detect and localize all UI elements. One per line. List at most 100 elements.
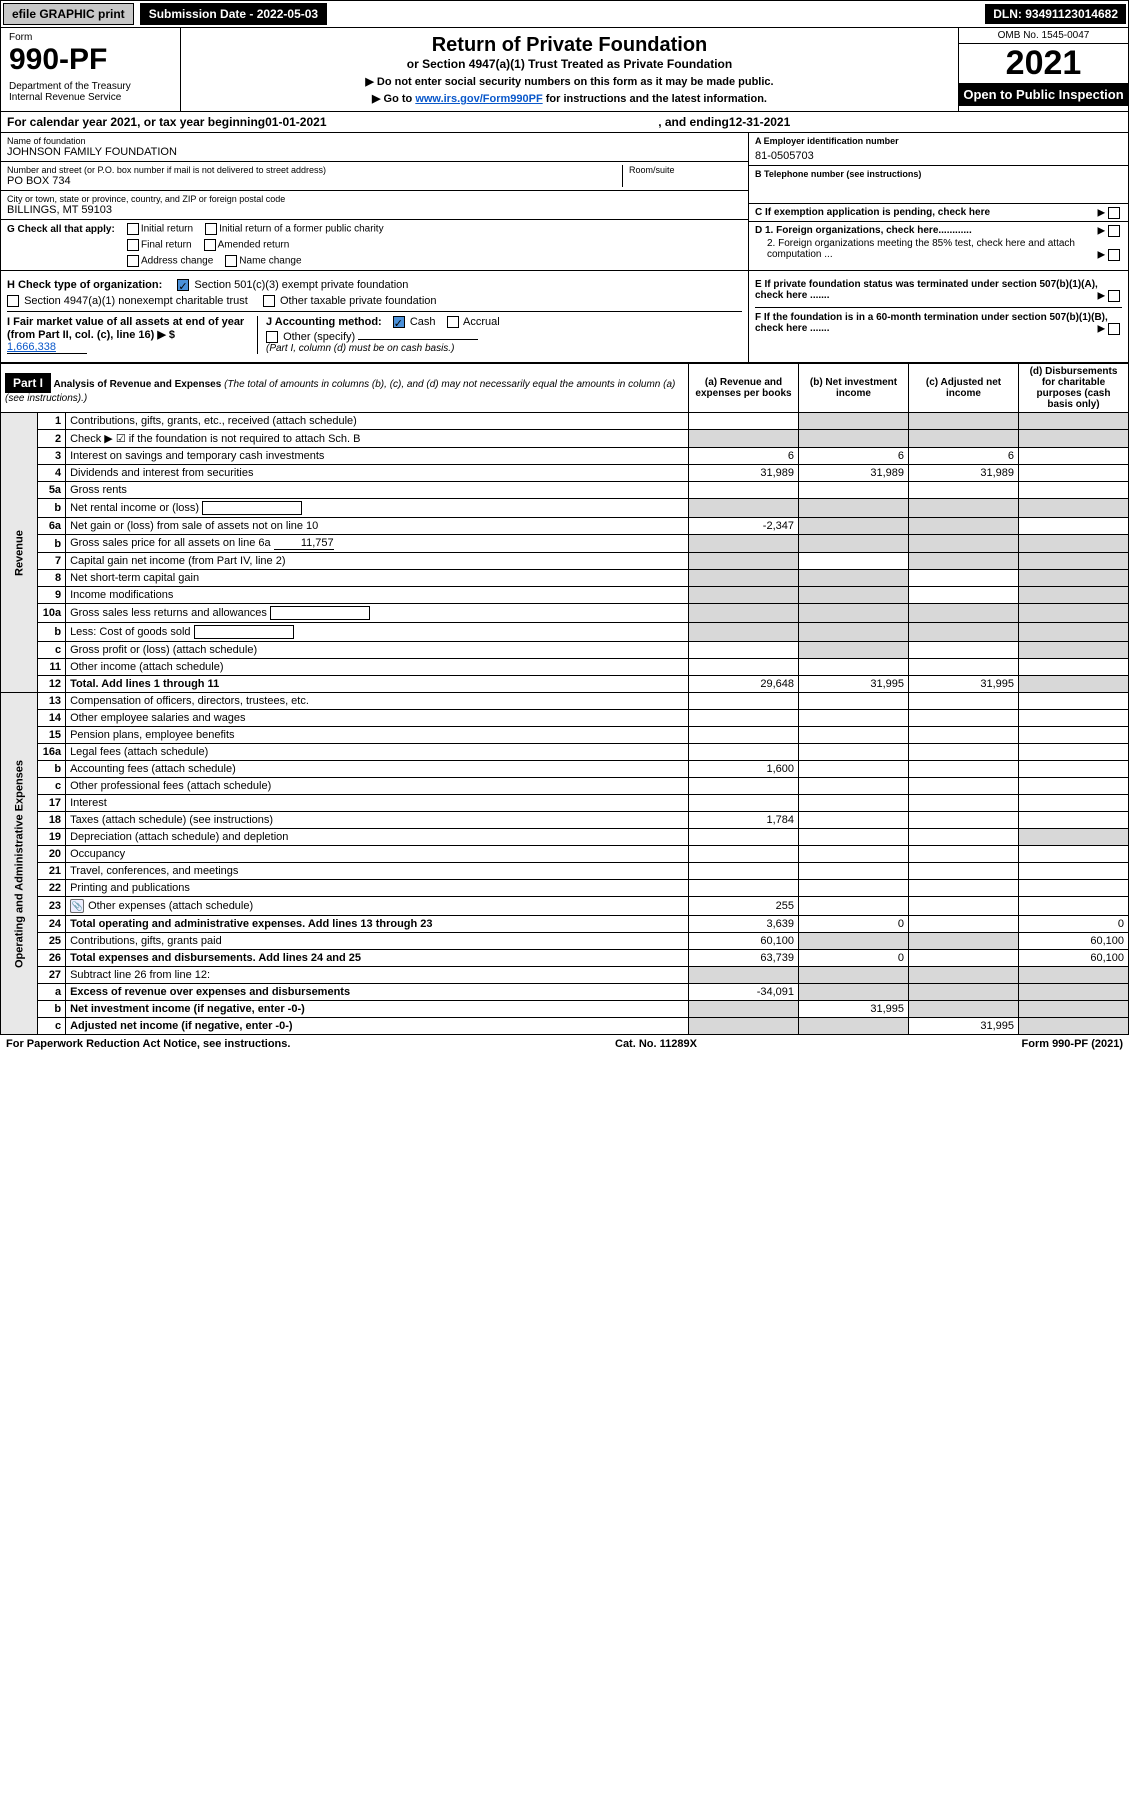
h-opt3[interactable]: Other taxable private foundation — [263, 295, 437, 307]
amount-cell-c — [909, 413, 1019, 430]
line-description: Other income (attach schedule) — [66, 659, 689, 676]
amount-cell-d: 60,100 — [1019, 933, 1129, 950]
amount-cell-b — [799, 933, 909, 950]
amount-cell-b — [799, 880, 909, 897]
table-row: bNet rental income or (loss) — [1, 499, 1129, 518]
amount-cell-c — [909, 812, 1019, 829]
amount-cell-a — [689, 570, 799, 587]
foundation-name-cell: Name of foundation JOHNSON FAMILY FOUNDA… — [1, 133, 748, 162]
amount-cell-a — [689, 795, 799, 812]
line-description: Subtract line 26 from line 12: — [66, 967, 689, 984]
amount-cell-a — [689, 863, 799, 880]
h-label: H Check type of organization: — [7, 279, 162, 291]
checkbox-icon — [7, 295, 19, 307]
checkbox-icon[interactable] — [1108, 225, 1120, 237]
table-row: bLess: Cost of goods sold — [1, 623, 1129, 642]
checkbox-checked-icon: ✓ — [393, 316, 405, 328]
amount-cell-d — [1019, 846, 1129, 863]
j-label: J Accounting method: — [266, 316, 382, 328]
dln-badge: DLN: 93491123014682 — [985, 4, 1126, 24]
h-opt2[interactable]: Section 4947(a)(1) nonexempt charitable … — [7, 295, 248, 307]
addr-label: Number and street (or P.O. box number if… — [7, 165, 622, 175]
amount-cell-c — [909, 897, 1019, 916]
amount-cell-c — [909, 967, 1019, 984]
line-number: c — [38, 1018, 66, 1035]
checkbox-icon — [127, 255, 139, 267]
amount-cell-b — [799, 744, 909, 761]
g-opt-amended[interactable]: Amended return — [204, 239, 290, 251]
section-hij: H Check type of organization: ✓ Section … — [0, 271, 1129, 363]
amount-cell-c — [909, 693, 1019, 710]
part1-table: Part I Analysis of Revenue and Expenses … — [0, 363, 1129, 1035]
line-description: Gross rents — [66, 482, 689, 499]
subtitle: or Section 4947(a)(1) Trust Treated as P… — [187, 57, 952, 71]
amount-cell-a: 1,600 — [689, 761, 799, 778]
footer: For Paperwork Reduction Act Notice, see … — [0, 1035, 1129, 1053]
line-description: Excess of revenue over expenses and disb… — [66, 984, 689, 1001]
i-value[interactable]: 1,666,338 — [7, 341, 87, 354]
checkbox-icon[interactable] — [1108, 249, 1120, 261]
g-opt-name[interactable]: Name change — [225, 255, 301, 267]
checkbox-icon[interactable] — [1108, 290, 1120, 302]
g-opt-initial[interactable]: Initial return — [127, 223, 193, 235]
amount-cell-d — [1019, 829, 1129, 846]
g-opt-initial-former[interactable]: Initial return of a former public charit… — [205, 223, 384, 235]
h-opt1[interactable]: ✓ Section 501(c)(3) exempt private found… — [177, 279, 408, 291]
table-row: bAccounting fees (attach schedule)1,600 — [1, 761, 1129, 778]
amount-cell-b — [799, 727, 909, 744]
amount-cell-b — [799, 897, 909, 916]
tax-year: 2021 — [959, 44, 1128, 83]
amount-cell-b: 31,995 — [799, 1001, 909, 1018]
i-label: I Fair market value of all assets at end… — [7, 316, 244, 341]
attachment-icon[interactable]: 📎 — [70, 899, 84, 913]
g-opt-final[interactable]: Final return — [127, 239, 192, 251]
amount-cell-b: 31,995 — [799, 676, 909, 693]
line-number: 26 — [38, 950, 66, 967]
line-number: a — [38, 984, 66, 1001]
amount-cell-c — [909, 916, 1019, 933]
cal-end: 12-31-2021 — [729, 115, 790, 129]
amount-cell-a: 31,989 — [689, 465, 799, 482]
amount-cell-c — [909, 846, 1019, 863]
g-opt-address[interactable]: Address change — [127, 255, 213, 267]
amount-cell-c — [909, 710, 1019, 727]
line-number: c — [38, 778, 66, 795]
amount-cell-d — [1019, 897, 1129, 916]
amount-cell-c — [909, 587, 1019, 604]
amount-cell-b — [799, 659, 909, 676]
line-number: 10a — [38, 604, 66, 623]
j-accrual[interactable]: Accrual — [447, 316, 500, 328]
amount-cell-c — [909, 430, 1019, 448]
amount-cell-d — [1019, 499, 1129, 518]
footer-left: For Paperwork Reduction Act Notice, see … — [6, 1038, 290, 1050]
amount-cell-a: 3,639 — [689, 916, 799, 933]
checkbox-icon[interactable] — [1108, 207, 1120, 219]
col-c-header: (c) Adjusted net income — [909, 364, 1019, 413]
amount-cell-b — [799, 518, 909, 535]
irs-link[interactable]: www.irs.gov/Form990PF — [415, 93, 542, 105]
col-d-header: (d) Disbursements for charitable purpose… — [1019, 364, 1129, 413]
line-description: Taxes (attach schedule) (see instruction… — [66, 812, 689, 829]
col-b-header: (b) Net investment income — [799, 364, 909, 413]
j-cash[interactable]: ✓ Cash — [393, 316, 436, 328]
checkbox-icon[interactable] — [1108, 323, 1120, 335]
amount-cell-a — [689, 535, 799, 553]
amount-cell-a — [689, 727, 799, 744]
line-number: 18 — [38, 812, 66, 829]
amount-cell-a: 63,739 — [689, 950, 799, 967]
instruction-2: ▶ Go to www.irs.gov/Form990PF for instru… — [187, 92, 952, 105]
amount-cell-a — [689, 778, 799, 795]
dept-label: Department of the Treasury Internal Reve… — [9, 81, 172, 103]
table-row: 22Printing and publications — [1, 880, 1129, 897]
name-value: JOHNSON FAMILY FOUNDATION — [7, 146, 742, 158]
line-description: Less: Cost of goods sold — [66, 623, 689, 642]
amount-cell-d — [1019, 744, 1129, 761]
line-description: Contributions, gifts, grants paid — [66, 933, 689, 950]
amount-cell-a — [689, 587, 799, 604]
efile-print-button[interactable]: efile GRAPHIC print — [3, 3, 134, 25]
j-other[interactable]: Other (specify) — [266, 331, 355, 343]
g-check-cell: G Check all that apply: Initial return I… — [1, 220, 748, 270]
cal-pre: For calendar year 2021, or tax year begi… — [7, 115, 265, 129]
d1-label: D 1. Foreign organizations, check here..… — [755, 225, 972, 236]
table-row: bNet investment income (if negative, ent… — [1, 1001, 1129, 1018]
